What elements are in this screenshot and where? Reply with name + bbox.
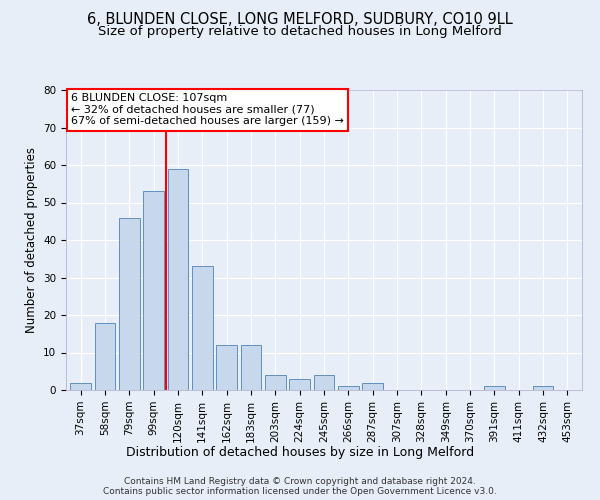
Text: Size of property relative to detached houses in Long Melford: Size of property relative to detached ho… (98, 25, 502, 38)
Bar (289, 379, 310, 390)
Y-axis label: Number of detached properties: Number of detached properties (25, 147, 38, 333)
Bar (241, 345, 262, 390)
Bar (70, 382, 91, 390)
Bar (314, 375, 334, 390)
Text: 6 BLUNDEN CLOSE: 107sqm
← 32% of detached houses are smaller (77)
67% of semi-de: 6 BLUNDEN CLOSE: 107sqm ← 32% of detache… (71, 93, 344, 126)
Text: Contains HM Land Registry data © Crown copyright and database right 2024.: Contains HM Land Registry data © Crown c… (124, 476, 476, 486)
Bar (265, 375, 286, 390)
Bar (192, 266, 212, 390)
Bar (167, 169, 188, 390)
Text: 6, BLUNDEN CLOSE, LONG MELFORD, SUDBURY, CO10 9LL: 6, BLUNDEN CLOSE, LONG MELFORD, SUDBURY,… (87, 12, 513, 28)
Text: Distribution of detached houses by size in Long Melford: Distribution of detached houses by size … (126, 446, 474, 459)
Bar (143, 191, 164, 390)
Bar (362, 382, 383, 390)
Bar (95, 322, 115, 390)
Bar (533, 386, 553, 390)
Bar (484, 386, 505, 390)
Text: Contains public sector information licensed under the Open Government Licence v3: Contains public sector information licen… (103, 486, 497, 496)
Bar (119, 218, 140, 390)
Bar (216, 345, 237, 390)
Bar (338, 386, 359, 390)
